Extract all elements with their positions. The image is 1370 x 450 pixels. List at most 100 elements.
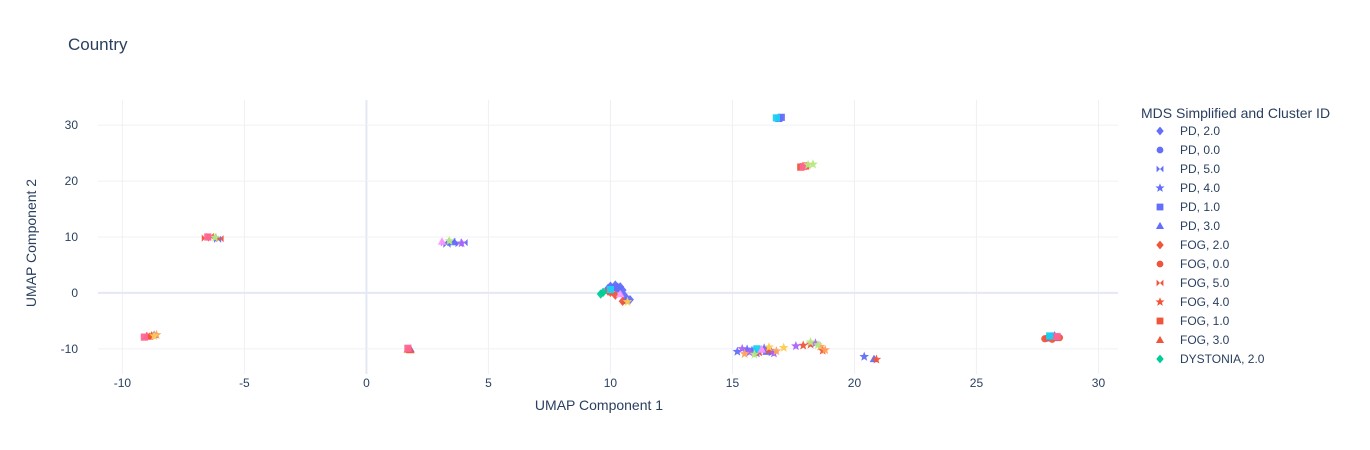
y-tick-label: 0: [71, 286, 78, 300]
data-point: [1053, 332, 1061, 341]
x-tick-label: 0: [363, 376, 370, 390]
legend-item[interactable]: FOG, 1.0: [1156, 314, 1230, 328]
data-point: [599, 287, 608, 298]
legend-label: PD, 0.0: [1180, 143, 1220, 157]
legend-item[interactable]: FOG, 0.0: [1156, 257, 1230, 271]
legend-item[interactable]: DYSTONIA, 2.0: [1156, 352, 1265, 366]
series-18: [437, 237, 767, 353]
data-point: [626, 294, 634, 305]
data-point: [615, 289, 625, 298]
legend-label: FOG, 3.0: [1180, 333, 1230, 347]
data-point: [820, 344, 830, 355]
x-tick-label: 15: [726, 376, 740, 390]
series-14: [151, 329, 830, 358]
data-point: [622, 296, 633, 306]
legend-item[interactable]: FOG, 5.0: [1156, 276, 1230, 290]
data-point: [798, 340, 809, 350]
series-5: [149, 237, 1059, 363]
legend-label: PD, 1.0: [1180, 200, 1220, 214]
series-17: [210, 159, 823, 359]
data-point: [210, 232, 220, 242]
data-point: [456, 238, 467, 248]
legend-marker-icon: [1156, 165, 1164, 173]
legend-label: FOG, 0.0: [1180, 257, 1230, 271]
legend-marker-icon: [1156, 240, 1164, 250]
legend-marker-icon: [1156, 279, 1164, 287]
data-point: [744, 347, 755, 357]
data-point: [871, 354, 882, 364]
data-point: [778, 342, 789, 352]
series-13: [456, 238, 821, 358]
legend-marker-icon: [1156, 126, 1164, 136]
series-2: [209, 233, 468, 248]
y-tick-label: 20: [65, 174, 79, 188]
legend-item[interactable]: FOG, 2.0: [1156, 238, 1230, 252]
legend-marker-icon: [1155, 183, 1165, 192]
legend-marker-icon: [1156, 203, 1164, 211]
data-point: [749, 349, 760, 359]
data-point: [803, 159, 813, 169]
legend-item[interactable]: PD, 5.0: [1156, 162, 1221, 176]
legend-title: MDS Simplified and Cluster ID: [1141, 105, 1330, 121]
data-point: [764, 342, 774, 352]
chart-title: Country: [68, 35, 128, 54]
x-tick-label: 20: [848, 376, 862, 390]
y-axis-title: UMAP Component 2: [23, 179, 39, 307]
series-12: [596, 287, 608, 299]
legend-label: PD, 3.0: [1180, 219, 1220, 233]
legend-item[interactable]: FOG, 3.0: [1155, 333, 1230, 347]
legend-marker-icon: [1156, 354, 1164, 364]
legend-item[interactable]: FOG, 4.0: [1155, 295, 1230, 309]
legend-label: PD, 2.0: [1180, 124, 1220, 138]
data-point: [404, 344, 412, 352]
legend-label: FOG, 4.0: [1180, 295, 1230, 309]
data-point: [204, 233, 212, 241]
x-tick-label: 30: [1092, 376, 1106, 390]
legend-marker-icon: [1156, 260, 1164, 268]
data-point: [140, 333, 148, 341]
legend-marker-icon: [1155, 297, 1165, 306]
legend-label: DYSTONIA, 2.0: [1180, 352, 1265, 366]
data-point: [437, 237, 447, 245]
x-axis-title: UMAP Component 1: [535, 397, 663, 413]
y-tick-label: -10: [61, 342, 79, 356]
legend-item[interactable]: PD, 0.0: [1156, 143, 1221, 157]
legend-marker-icon: [1156, 317, 1164, 325]
legend[interactable]: MDS Simplified and Cluster ID PD, 2.0 PD,…: [1141, 105, 1330, 366]
legend-item[interactable]: PD, 4.0: [1155, 181, 1220, 195]
data-point: [732, 346, 743, 356]
data-point: [216, 235, 224, 243]
legend-item[interactable]: PD, 3.0: [1155, 219, 1220, 233]
legend-item[interactable]: PD, 2.0: [1156, 124, 1220, 138]
legend-label: FOG, 1.0: [1180, 314, 1230, 328]
data-point: [769, 348, 779, 358]
data-point: [618, 285, 627, 295]
x-tick-label: 5: [485, 376, 492, 390]
data-point: [618, 296, 627, 306]
data-point: [444, 235, 455, 245]
legend-item[interactable]: PD, 1.0: [1156, 200, 1221, 214]
data-point: [1046, 332, 1054, 340]
data-points: [140, 113, 1064, 364]
data-point: [771, 346, 782, 356]
data-point: [813, 339, 823, 349]
series-15: [606, 114, 1054, 353]
data-point: [757, 345, 767, 353]
data-point: [791, 341, 801, 351]
data-point: [859, 351, 870, 361]
data-point: [799, 162, 807, 171]
data-point: [759, 343, 769, 353]
data-point: [762, 347, 771, 355]
y-tick-label: 10: [65, 230, 79, 244]
data-point: [606, 285, 615, 294]
data-point: [149, 330, 159, 341]
y-tick-label: 30: [65, 118, 79, 132]
legend-marker-icon: [1155, 335, 1165, 344]
series-16: [140, 162, 1061, 352]
data-point: [449, 237, 459, 246]
legend-marker-icon: [1155, 221, 1165, 230]
legend-label: FOG, 2.0: [1180, 238, 1230, 252]
x-tick-label: 25: [970, 376, 984, 390]
data-point: [764, 345, 774, 355]
